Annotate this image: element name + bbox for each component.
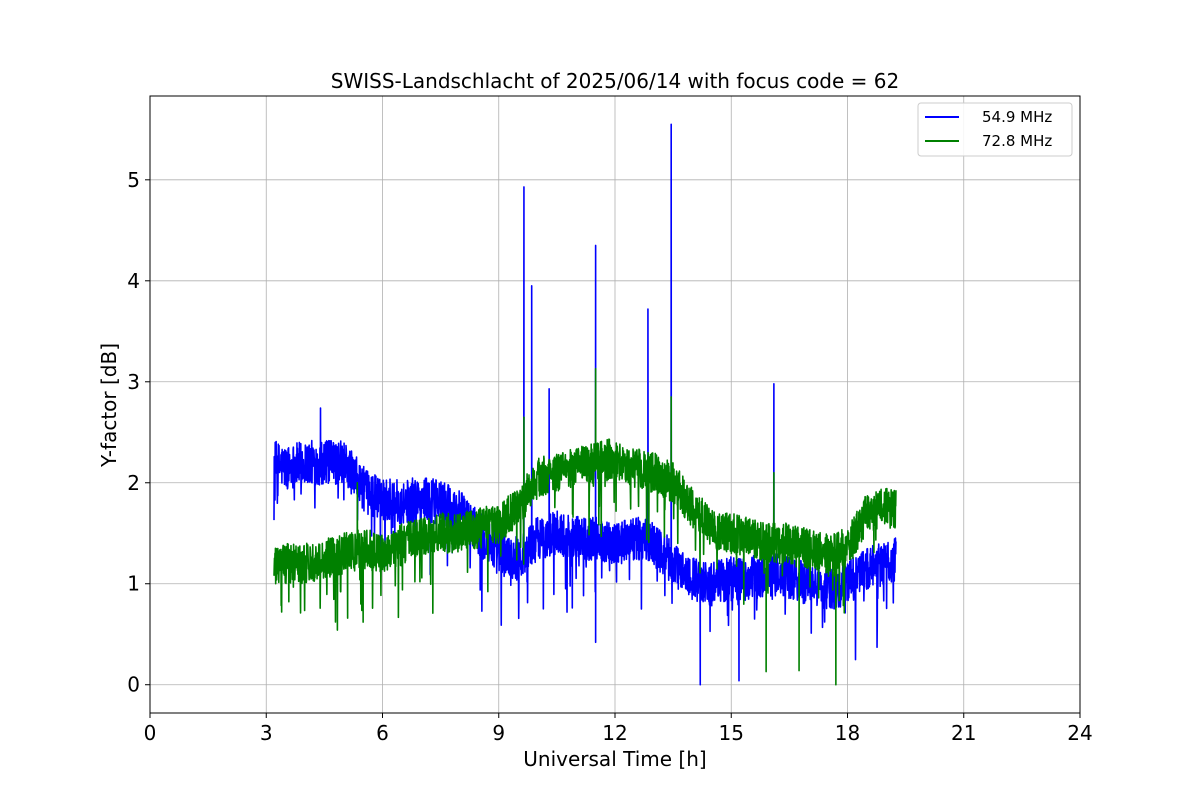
chart-title: SWISS-Landschlacht of 2025/06/14 with fo… <box>331 69 899 93</box>
x-tick-label: 21 <box>951 721 976 745</box>
x-tick-label: 9 <box>492 721 505 745</box>
legend-label-54-9-mhz: 54.9 MHz <box>982 108 1052 126</box>
y-tick-label: 1 <box>127 572 140 596</box>
x-axis-label: Universal Time [h] <box>523 747 706 771</box>
x-tick-label: 24 <box>1067 721 1092 745</box>
x-tick-label: 12 <box>602 721 627 745</box>
y-tick-label: 0 <box>127 673 140 697</box>
x-tick-label: 18 <box>835 721 860 745</box>
legend-label-72-8-mhz: 72.8 MHz <box>982 132 1052 150</box>
series-line-72-8-mhz <box>273 367 897 686</box>
y-tick-label: 4 <box>127 269 140 293</box>
series-line-54-9-mhz <box>273 123 897 686</box>
x-tick-label: 0 <box>144 721 157 745</box>
x-tick-label: 6 <box>376 721 389 745</box>
x-tick-label: 3 <box>260 721 273 745</box>
series-layer <box>273 123 897 686</box>
y-tick-label: 5 <box>127 168 140 192</box>
y-tick-label: 3 <box>127 370 140 394</box>
y-tick-label: 2 <box>127 471 140 495</box>
x-tick-label: 15 <box>719 721 744 745</box>
legend: 54.9 MHz 72.8 MHz <box>917 102 1073 157</box>
y-axis-label: Y-factor [dB] <box>97 343 121 468</box>
